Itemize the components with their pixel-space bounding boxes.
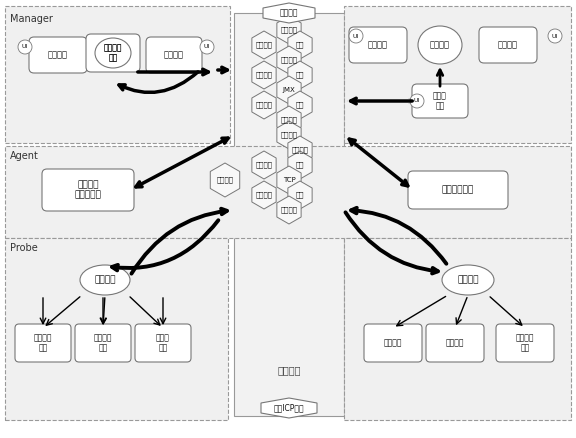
Polygon shape bbox=[277, 106, 301, 134]
Polygon shape bbox=[252, 181, 276, 209]
Polygon shape bbox=[277, 16, 301, 44]
Text: 寻址转发: 寻址转发 bbox=[281, 132, 297, 138]
Text: 文件系统: 文件系统 bbox=[217, 177, 233, 184]
Text: 上报ICP接口: 上报ICP接口 bbox=[274, 403, 304, 413]
FancyBboxPatch shape bbox=[29, 37, 87, 73]
Text: 接收: 接收 bbox=[295, 72, 304, 78]
Polygon shape bbox=[288, 181, 312, 209]
Text: 异步发送: 异步发送 bbox=[291, 147, 309, 153]
FancyBboxPatch shape bbox=[86, 34, 140, 72]
Polygon shape bbox=[252, 91, 276, 119]
Text: 接收: 接收 bbox=[295, 42, 304, 48]
Text: 接收: 接收 bbox=[295, 102, 304, 108]
Text: 运行指令: 运行指令 bbox=[446, 339, 464, 347]
Polygon shape bbox=[288, 91, 312, 119]
Text: 探针控制: 探针控制 bbox=[498, 40, 518, 49]
Text: 同步发送: 同步发送 bbox=[256, 102, 272, 108]
FancyBboxPatch shape bbox=[479, 27, 537, 63]
Polygon shape bbox=[277, 121, 301, 149]
FancyBboxPatch shape bbox=[42, 169, 134, 211]
Text: 同步发送: 同步发送 bbox=[256, 42, 272, 48]
Text: 异步发送: 异步发送 bbox=[281, 27, 297, 33]
Polygon shape bbox=[252, 31, 276, 59]
Polygon shape bbox=[288, 31, 312, 59]
Text: 同步发送: 同步发送 bbox=[256, 72, 272, 78]
Bar bbox=[5, 146, 571, 238]
Circle shape bbox=[410, 94, 424, 108]
Bar bbox=[344, 238, 571, 420]
Text: 探针管理: 探针管理 bbox=[430, 40, 450, 49]
Text: 代理器
管理: 代理器 管理 bbox=[433, 91, 447, 111]
FancyBboxPatch shape bbox=[75, 324, 131, 362]
Ellipse shape bbox=[418, 26, 462, 64]
Text: UI: UI bbox=[414, 99, 420, 103]
Text: 协议管理: 协议管理 bbox=[48, 50, 68, 60]
Text: 外部接口: 外部接口 bbox=[280, 8, 298, 18]
Text: 探针管理: 探针管理 bbox=[457, 276, 479, 285]
Text: Manager: Manager bbox=[10, 14, 53, 24]
Text: 探针监视: 探针监视 bbox=[368, 40, 388, 49]
Text: UI: UI bbox=[353, 33, 359, 39]
Text: TCP: TCP bbox=[283, 177, 295, 183]
FancyBboxPatch shape bbox=[408, 171, 508, 209]
Text: 网络配置
采集: 网络配置 采集 bbox=[34, 333, 52, 353]
Text: 代理状态上报: 代理状态上报 bbox=[442, 186, 474, 194]
Text: 探针配置: 探针配置 bbox=[164, 50, 184, 60]
FancyBboxPatch shape bbox=[15, 324, 71, 362]
Polygon shape bbox=[277, 196, 301, 224]
FancyBboxPatch shape bbox=[496, 324, 554, 362]
Polygon shape bbox=[288, 61, 312, 89]
Circle shape bbox=[548, 29, 562, 43]
Text: JMX: JMX bbox=[283, 87, 295, 93]
Polygon shape bbox=[288, 151, 312, 179]
Polygon shape bbox=[210, 163, 240, 197]
Text: 协议信息
管理: 协议信息 管理 bbox=[104, 43, 122, 63]
Text: UI: UI bbox=[204, 45, 210, 49]
Text: 同步发送: 同步发送 bbox=[256, 162, 272, 168]
Text: 协议接口
状态: 协议接口 状态 bbox=[516, 333, 535, 353]
FancyBboxPatch shape bbox=[349, 27, 407, 63]
FancyBboxPatch shape bbox=[412, 84, 468, 118]
Text: 同步发送: 同步发送 bbox=[256, 192, 272, 198]
Text: 异步发送: 异步发送 bbox=[281, 57, 297, 64]
Text: 协议信息
管理: 协议信息 管理 bbox=[104, 43, 122, 63]
Bar bbox=[5, 238, 228, 420]
Text: 网络告警
采集: 网络告警 采集 bbox=[94, 333, 112, 353]
Ellipse shape bbox=[442, 265, 494, 295]
Text: 探针状态: 探针状态 bbox=[384, 339, 402, 347]
Ellipse shape bbox=[95, 38, 131, 68]
Circle shape bbox=[349, 29, 363, 43]
Polygon shape bbox=[263, 3, 315, 23]
Polygon shape bbox=[252, 151, 276, 179]
Polygon shape bbox=[261, 398, 317, 418]
Text: 接收: 接收 bbox=[295, 162, 304, 168]
Text: 业务驱动: 业务驱动 bbox=[94, 276, 116, 285]
Text: 数据通道: 数据通道 bbox=[277, 365, 301, 375]
Bar bbox=[5, 6, 230, 143]
FancyBboxPatch shape bbox=[135, 324, 191, 362]
Circle shape bbox=[18, 40, 32, 54]
Text: Probe: Probe bbox=[10, 243, 38, 253]
FancyBboxPatch shape bbox=[426, 324, 484, 362]
Polygon shape bbox=[252, 61, 276, 89]
Polygon shape bbox=[277, 46, 301, 74]
Text: 状态量
采集: 状态量 采集 bbox=[156, 333, 170, 353]
Text: Agent: Agent bbox=[10, 151, 39, 161]
FancyBboxPatch shape bbox=[364, 324, 422, 362]
Text: 探针管理
发布和管理: 探针管理 发布和管理 bbox=[74, 180, 101, 200]
Bar bbox=[344, 6, 571, 143]
Text: 异步发送: 异步发送 bbox=[281, 117, 297, 124]
Polygon shape bbox=[288, 136, 312, 164]
Bar bbox=[234, 13, 344, 416]
Text: UI: UI bbox=[552, 33, 558, 39]
Polygon shape bbox=[277, 76, 301, 104]
Polygon shape bbox=[277, 166, 301, 194]
Circle shape bbox=[200, 40, 214, 54]
Text: UI: UI bbox=[22, 45, 28, 49]
FancyBboxPatch shape bbox=[146, 37, 202, 73]
Ellipse shape bbox=[80, 265, 130, 295]
Text: 异步发送: 异步发送 bbox=[281, 207, 297, 213]
Text: 接收: 接收 bbox=[295, 192, 304, 198]
